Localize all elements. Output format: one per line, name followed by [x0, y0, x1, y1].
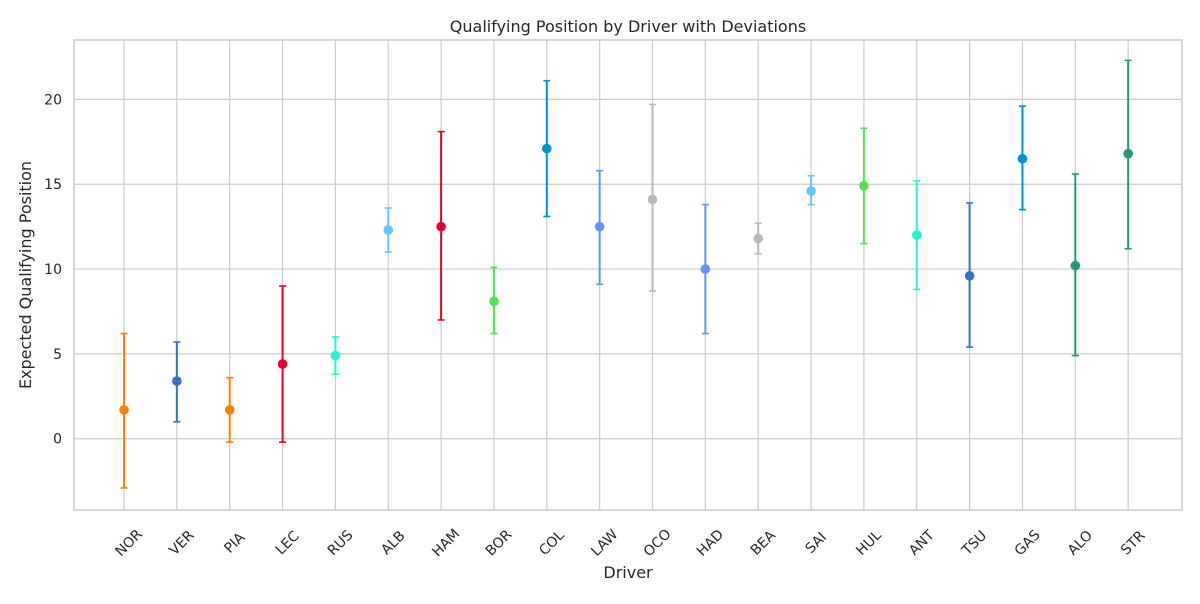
error-bar-ham — [436, 130, 446, 321]
error-bar-had — [700, 203, 711, 335]
data-point-nor — [119, 405, 129, 415]
x-tick-label: LAW — [588, 527, 621, 560]
y-tick-label: 10 — [44, 262, 62, 278]
data-point-law — [594, 221, 605, 232]
x-tick-label: RUS — [325, 527, 357, 559]
error-bar-alb — [383, 207, 394, 253]
data-point-hul — [859, 181, 869, 191]
error-bar-lec — [277, 285, 288, 443]
x-tick-label: NOR — [112, 526, 146, 560]
x-tick-label: HAD — [694, 527, 727, 560]
data-point-alo — [1070, 260, 1081, 271]
x-tick-label: PIA — [221, 529, 248, 556]
x-tick-label: ANT — [906, 527, 938, 559]
error-bar-str — [1123, 59, 1133, 250]
plot-frame — [73, 39, 1183, 511]
y-tick-label: 15 — [44, 177, 62, 193]
error-bar-hul — [859, 127, 869, 245]
x-tick-label: OCO — [641, 526, 675, 560]
x-tick-label: ALO — [1065, 528, 1096, 559]
data-point-sai — [806, 186, 816, 196]
x-tick-label: BEA — [748, 527, 779, 558]
data-point-bea — [753, 233, 763, 244]
data-point-ver — [172, 376, 182, 386]
x-tick-label: HUL — [853, 527, 885, 559]
error-bar-ant — [911, 180, 922, 291]
error-bar-bea — [753, 222, 763, 255]
grid-layer — [74, 40, 1182, 510]
error-bar-tsu — [964, 202, 975, 348]
data-point-ant — [911, 230, 922, 240]
x-tick-label: STR — [1118, 528, 1149, 559]
data-point-str — [1123, 148, 1133, 159]
error-bar-law — [594, 169, 605, 286]
x-tick-label: LEC — [273, 528, 303, 558]
data-point-col — [542, 143, 552, 154]
data-point-lec — [277, 359, 288, 369]
error-bar-alo — [1070, 173, 1081, 357]
error-bar-oco — [647, 103, 658, 292]
x-tick-label: COL — [536, 527, 568, 559]
data-point-ham — [436, 221, 446, 232]
data-point-gas — [1017, 153, 1028, 164]
y-axis-label: Expected Qualifying Position — [16, 161, 35, 389]
error-bar-ver — [172, 341, 182, 423]
error-bar-pia — [224, 376, 235, 443]
data-point-tsu — [964, 271, 975, 281]
y-tick-label: 5 — [53, 347, 62, 363]
error-bar-bor — [489, 266, 499, 335]
error-bar-sai — [806, 174, 816, 206]
tick-layer: 0 5 10 15 20 NOR VER PIA LEC RUS ALB HAM BOR COL LAW OC… — [44, 92, 1149, 560]
data-point-rus — [330, 350, 341, 361]
x-tick-label: BOR — [483, 527, 516, 560]
data-point-had — [700, 264, 711, 274]
y-tick-label: 0 — [53, 432, 62, 448]
x-tick-label: GAS — [1012, 527, 1044, 559]
data-point-oco — [647, 194, 658, 205]
error-bar-col — [542, 79, 552, 218]
error-bar-rus — [330, 336, 341, 376]
x-tick-label: SAI — [802, 529, 829, 556]
x-tick-label: TSU — [959, 528, 991, 560]
marks-layer — [119, 59, 1133, 489]
data-point-alb — [383, 225, 394, 235]
error-bar-nor — [119, 332, 129, 489]
x-axis-label: Driver — [603, 563, 653, 582]
x-tick-label: HAM — [429, 526, 463, 560]
chart-title: Qualifying Position by Driver with Devia… — [450, 17, 806, 36]
x-tick-label: VER — [166, 527, 197, 558]
data-point-bor — [489, 296, 499, 307]
x-tick-label: ALB — [378, 528, 408, 558]
data-point-pia — [224, 405, 235, 415]
error-bar-gas — [1017, 105, 1028, 211]
y-tick-label: 20 — [44, 92, 62, 108]
